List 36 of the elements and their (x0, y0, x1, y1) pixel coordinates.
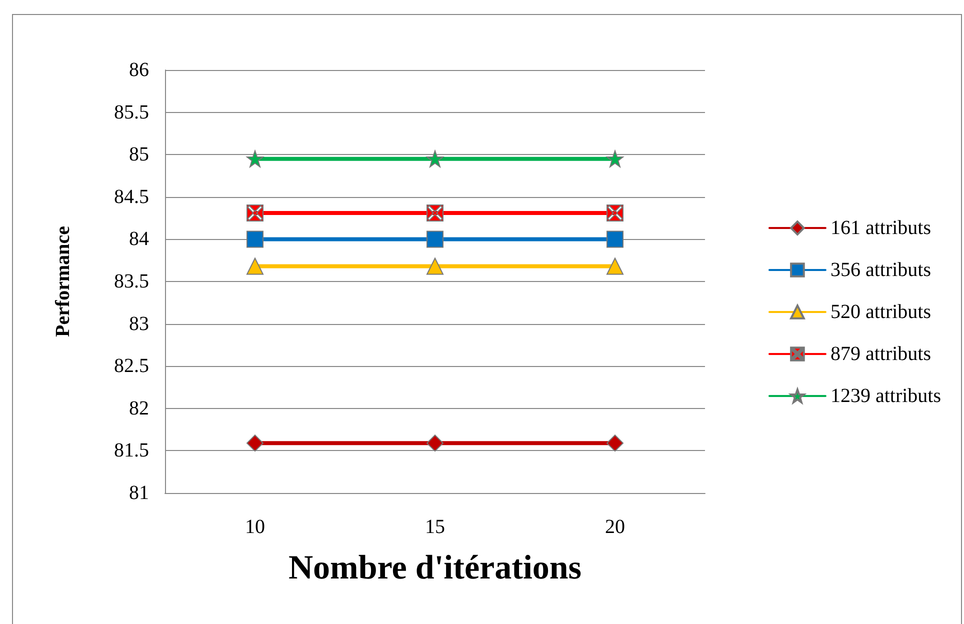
x-axis-title: Nombre d'itérations (288, 550, 582, 586)
point (426, 204, 444, 222)
point (606, 434, 624, 452)
point (426, 434, 444, 452)
point (246, 204, 264, 222)
legend-label: 879 attributs (830, 343, 932, 365)
point (426, 258, 444, 275)
y-axis-title: Performance (52, 226, 74, 338)
y-tick-label: 82.5 (114, 355, 149, 378)
point (606, 258, 624, 275)
point (246, 258, 264, 275)
y-tick-label: 86 (129, 59, 149, 81)
legend-label: 520 attributs (830, 301, 932, 323)
y-tick-label: 83.5 (114, 270, 149, 292)
point (606, 204, 624, 222)
point (246, 150, 264, 168)
y-tick-label: 81.5 (114, 440, 149, 462)
y-tick-label: 83 (129, 312, 149, 335)
point (246, 434, 264, 452)
point (426, 230, 444, 248)
legend-label: 1239 attributs (830, 385, 942, 407)
y-tick-label: 82 (129, 397, 149, 420)
y-tick-label: 84.5 (114, 186, 149, 208)
legend-label: 356 attributs (830, 259, 932, 281)
legend-label: 161 attributs (830, 217, 932, 239)
point (426, 150, 444, 168)
point (246, 230, 264, 248)
x-tick-label: 10 (245, 516, 265, 538)
y-tick-label: 85 (129, 144, 149, 166)
y-tick-label: 84 (129, 228, 149, 250)
y-tick-label: 81 (129, 482, 149, 504)
point (606, 230, 624, 248)
point (606, 150, 624, 168)
x-tick-label: 15 (425, 516, 445, 538)
y-tick-label: 85.5 (114, 101, 149, 124)
x-tick-label: 20 (605, 516, 625, 538)
